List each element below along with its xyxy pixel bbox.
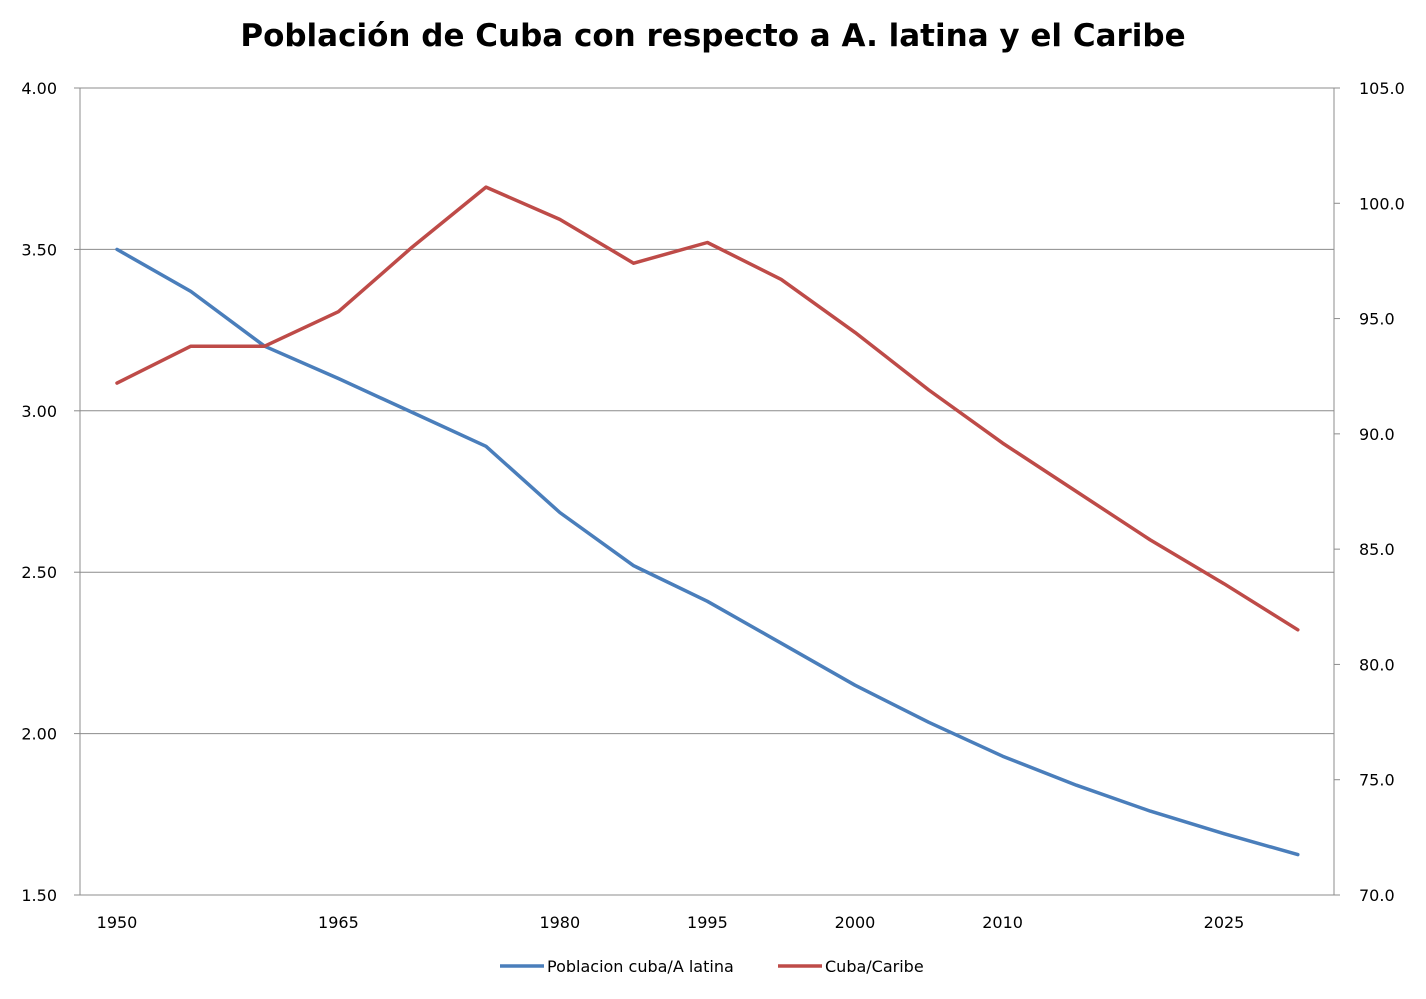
series-line: [115, 247, 1300, 857]
chart-title: Población de Cuba con respecto a A. lati…: [240, 18, 1186, 54]
axes: [79, 88, 1335, 896]
x-axis-ticks: 1950 1965 1980 1995 2000 2010 2025: [97, 913, 1245, 932]
right-tick-label: 85.0: [1359, 540, 1395, 559]
left-tick-label: 4.00: [21, 79, 57, 98]
left-tick-label: 3.00: [21, 402, 57, 421]
legend-label: Poblacion cuba/A latina: [547, 957, 734, 976]
x-tick-label: 2025: [1204, 913, 1245, 932]
legend-label: Cuba/Caribe: [825, 957, 924, 976]
left-tick-label: 1.50: [21, 886, 57, 905]
x-tick-label: 1965: [318, 913, 359, 932]
x-tick-label: 2010: [982, 913, 1023, 932]
right-tick-label: 100.0: [1359, 194, 1405, 213]
right-axis-ticks: 70.0 75.0 80.0 85.0 90.0 95.0 100.0 105.0: [1334, 79, 1405, 905]
x-tick-label: 1980: [539, 913, 580, 932]
right-tick-label: 80.0: [1359, 655, 1395, 674]
x-tick-label: 2000: [835, 913, 876, 932]
legend: Poblacion cuba/A latina Cuba/Caribe: [500, 957, 924, 976]
x-tick-label: 1995: [687, 913, 728, 932]
series-lines: [115, 185, 1300, 857]
left-tick-label: 2.50: [21, 563, 57, 582]
series-line: [115, 185, 1300, 632]
right-tick-label: 95.0: [1359, 310, 1395, 329]
left-axis-ticks: 1.50 2.00 2.50 3.00 3.50 4.00: [21, 79, 80, 905]
left-tick-label: 2.00: [21, 725, 57, 744]
left-tick-label: 3.50: [21, 240, 57, 259]
gridlines: [80, 87, 1334, 735]
right-tick-label: 70.0: [1359, 886, 1395, 905]
right-tick-label: 105.0: [1359, 79, 1405, 98]
x-tick-label: 1950: [97, 913, 138, 932]
right-tick-label: 75.0: [1359, 771, 1395, 790]
right-tick-label: 90.0: [1359, 425, 1395, 444]
